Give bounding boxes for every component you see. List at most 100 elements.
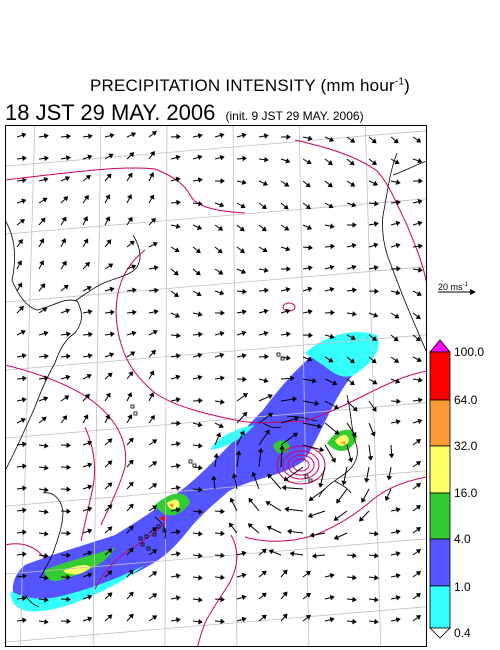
wind-arrow-head (388, 453, 395, 459)
wind-arrow-head (198, 574, 203, 581)
scale-superscript: -1 (462, 282, 468, 288)
wind-arrow-head (396, 265, 401, 272)
wind-arrow-head (44, 375, 49, 381)
wind-arrow-head (318, 482, 324, 488)
wind-arrow-head (218, 423, 224, 428)
coastlines (5, 152, 427, 608)
wind-arrow-head (151, 593, 158, 599)
wind-arrow-head (66, 353, 71, 360)
wind-arrow-head (21, 353, 27, 359)
wind-arrow-head (66, 552, 71, 558)
wind-arrow-head (44, 487, 49, 493)
wind-arrow-head (329, 333, 335, 340)
wind-arrow-head (285, 308, 291, 314)
wind-arrow-head (66, 618, 71, 624)
wind-arrow-head (66, 464, 71, 470)
wind-arrow-head (415, 571, 421, 576)
wind-arrow-head (393, 336, 399, 342)
wind-arrow-head (264, 429, 270, 435)
wind-arrow-head (251, 471, 257, 477)
wind-arrow-head (266, 525, 272, 531)
wind-arrow-head (107, 460, 113, 466)
colorbar-label-1: 1.0 (454, 580, 471, 594)
title-close: ) (404, 76, 411, 95)
wind-arrow-head (176, 199, 181, 206)
wind-arrow-head (106, 239, 112, 245)
wind-arrow-head (110, 309, 115, 316)
wind-arrow-head (61, 216, 67, 222)
wind-arrow-head (418, 397, 423, 403)
wind-arrow-head (371, 406, 377, 412)
wind-arrow-head (175, 485, 181, 491)
wind-arrow-head (242, 288, 247, 295)
wind-arrow-head (83, 414, 89, 420)
wind-arrow-head (108, 263, 114, 269)
wind-arrow-head (198, 464, 203, 471)
wind-arrow-head (197, 421, 203, 428)
precip-1mm-area (12, 338, 376, 606)
wind-arrow-head (174, 312, 181, 318)
wind-arrow-head (261, 614, 267, 620)
wind-arrow-head (87, 506, 93, 512)
wind-arrow-head (109, 286, 115, 293)
colorbar-label-32: 32.0 (454, 439, 478, 453)
wind-arrow-head (198, 618, 203, 625)
wind-arrow-head (415, 593, 421, 598)
wind-arrow-head (415, 461, 421, 466)
wind-arrow-head (417, 418, 423, 425)
scale-label: 20 ms-1 (438, 282, 468, 292)
wind-arrow-head (333, 534, 340, 540)
wind-arrow-head (352, 287, 357, 293)
wind-arrow-head (105, 194, 111, 200)
wind-arrow-head (22, 551, 27, 558)
wind-arrow-head (127, 216, 133, 223)
wind-arrow-head (195, 270, 201, 276)
wind-arrow-head (395, 617, 401, 623)
wind-arrow-head (107, 372, 113, 378)
wind-arrow-head (175, 463, 181, 469)
wind-arrow-head (374, 200, 379, 207)
wind-arrow-head (327, 182, 333, 188)
wind-arrow-head (66, 596, 71, 602)
wind-arrow-head (350, 335, 356, 340)
wind-arrow-head (198, 596, 203, 603)
wind-arrow-head (267, 473, 273, 479)
wind-arrow-head (220, 530, 225, 537)
wind-arrow-head (241, 594, 247, 601)
colorbar-segment-cyan (429, 585, 451, 629)
wind-arrow-head (263, 267, 269, 273)
wind-arrow-head (128, 437, 134, 443)
wind-arrow-head (151, 571, 158, 577)
wind-arrow-head (418, 243, 423, 249)
wind-arrow-head (305, 592, 311, 598)
wind-arrow-head (43, 133, 49, 139)
wind-arrow-head (128, 547, 134, 553)
wind-arrow-head (417, 198, 423, 205)
wind-arrow-head (66, 133, 71, 140)
wind-arrow-head (198, 331, 203, 338)
wind-arrow-head (220, 399, 225, 405)
wind-arrow-head (285, 286, 291, 293)
colorbar-segment-green (429, 492, 451, 540)
wind-arrow-head (241, 353, 247, 359)
wind-arrow-head (173, 270, 179, 276)
wind-arrow-head (329, 573, 335, 579)
wind-arrow-head (415, 615, 421, 620)
wind-arrow-head (395, 507, 401, 513)
wind-arrow-head (373, 221, 379, 227)
wind-arrow-head (175, 223, 181, 229)
wind-arrow-head (239, 430, 245, 436)
wind-arrow-head (195, 248, 201, 254)
wind-arrow-head (151, 505, 158, 511)
wind-arrow-head (415, 527, 421, 532)
wind-arrow-head (220, 310, 225, 316)
wind-arrow-head (174, 247, 180, 253)
station-markers (130, 352, 313, 551)
wind-arrow-head (87, 353, 93, 359)
wind-arrow-head (307, 286, 313, 293)
wind-arrow-head (416, 137, 422, 143)
wind-arrow-head (107, 482, 113, 488)
wind-arrow-head (279, 445, 285, 450)
wind-arrow-head (44, 155, 49, 162)
wind-arrow-head (283, 476, 289, 482)
